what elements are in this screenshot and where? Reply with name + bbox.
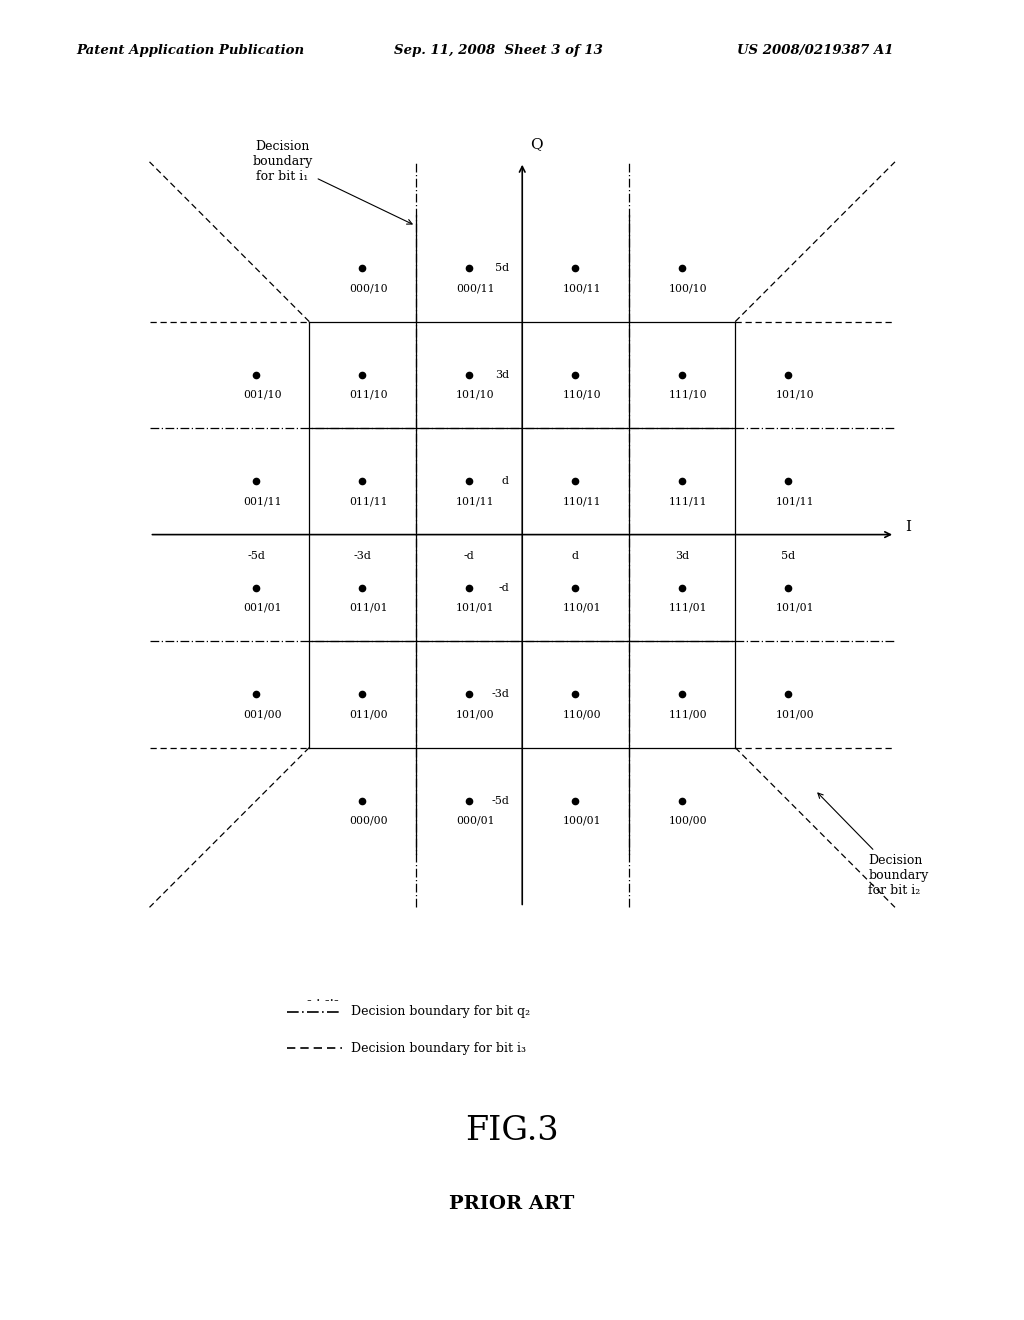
Text: 3d: 3d <box>495 370 509 380</box>
Text: 000/01: 000/01 <box>456 816 495 826</box>
Text: -3d: -3d <box>353 550 372 561</box>
Text: Patent Application Publication: Patent Application Publication <box>77 44 305 57</box>
Text: 101/00: 101/00 <box>775 709 814 719</box>
Text: 001/01: 001/01 <box>243 603 282 612</box>
Text: 111/00: 111/00 <box>669 709 708 719</box>
Text: 101/01: 101/01 <box>775 603 814 612</box>
Text: 3d: 3d <box>675 550 689 561</box>
Text: 110/10: 110/10 <box>562 389 601 400</box>
Text: d: d <box>572 550 579 561</box>
Text: -d: -d <box>499 583 509 593</box>
Text: I: I <box>905 520 911 533</box>
Text: 100/01: 100/01 <box>562 816 601 826</box>
Text: 101/11: 101/11 <box>456 496 495 507</box>
Text: 101/10: 101/10 <box>775 389 814 400</box>
Text: 011/00: 011/00 <box>349 709 388 719</box>
Text: -5d: -5d <box>492 796 509 805</box>
Text: PRIOR ART: PRIOR ART <box>450 1195 574 1213</box>
Text: Decision boundary for bit q₂: Decision boundary for bit q₂ <box>351 1006 530 1018</box>
Text: 100/11: 100/11 <box>562 284 601 293</box>
Text: 110/11: 110/11 <box>562 496 601 507</box>
Text: US 2008/0219387 A1: US 2008/0219387 A1 <box>737 44 894 57</box>
Text: Decision boundary for bit i₃: Decision boundary for bit i₃ <box>351 1041 526 1055</box>
Text: 5d: 5d <box>781 550 796 561</box>
Text: 101/11: 101/11 <box>775 496 814 507</box>
Text: - · -·-: - · -·- <box>307 994 339 1007</box>
Text: Decision
boundary
for bit i₂: Decision boundary for bit i₂ <box>818 793 929 898</box>
Text: 011/11: 011/11 <box>349 496 388 507</box>
Text: 011/10: 011/10 <box>349 389 388 400</box>
Text: d: d <box>502 477 509 486</box>
Text: 110/01: 110/01 <box>562 603 601 612</box>
Text: Sep. 11, 2008  Sheet 3 of 13: Sep. 11, 2008 Sheet 3 of 13 <box>394 44 603 57</box>
Text: 100/10: 100/10 <box>669 284 708 293</box>
Text: -d: -d <box>464 550 474 561</box>
Text: -3d: -3d <box>492 689 509 700</box>
Text: 101/10: 101/10 <box>456 389 495 400</box>
Text: 101/01: 101/01 <box>456 603 495 612</box>
Text: 110/00: 110/00 <box>562 709 601 719</box>
Text: 100/00: 100/00 <box>669 816 708 826</box>
Text: Q: Q <box>530 137 543 152</box>
Text: Decision
boundary
for bit i₁: Decision boundary for bit i₁ <box>253 140 412 224</box>
Text: 001/10: 001/10 <box>243 389 282 400</box>
Text: 001/00: 001/00 <box>243 709 282 719</box>
Text: -5d: -5d <box>247 550 265 561</box>
Text: 000/10: 000/10 <box>349 284 388 293</box>
Text: 101/00: 101/00 <box>456 709 495 719</box>
Text: 111/11: 111/11 <box>669 496 708 507</box>
Text: FIG.3: FIG.3 <box>465 1115 559 1147</box>
Text: 111/01: 111/01 <box>669 603 708 612</box>
Text: 111/10: 111/10 <box>669 389 708 400</box>
Text: 000/11: 000/11 <box>456 284 495 293</box>
Text: 000/00: 000/00 <box>349 816 388 826</box>
Text: 001/11: 001/11 <box>243 496 282 507</box>
Text: 5d: 5d <box>495 264 509 273</box>
Text: 011/01: 011/01 <box>349 603 388 612</box>
